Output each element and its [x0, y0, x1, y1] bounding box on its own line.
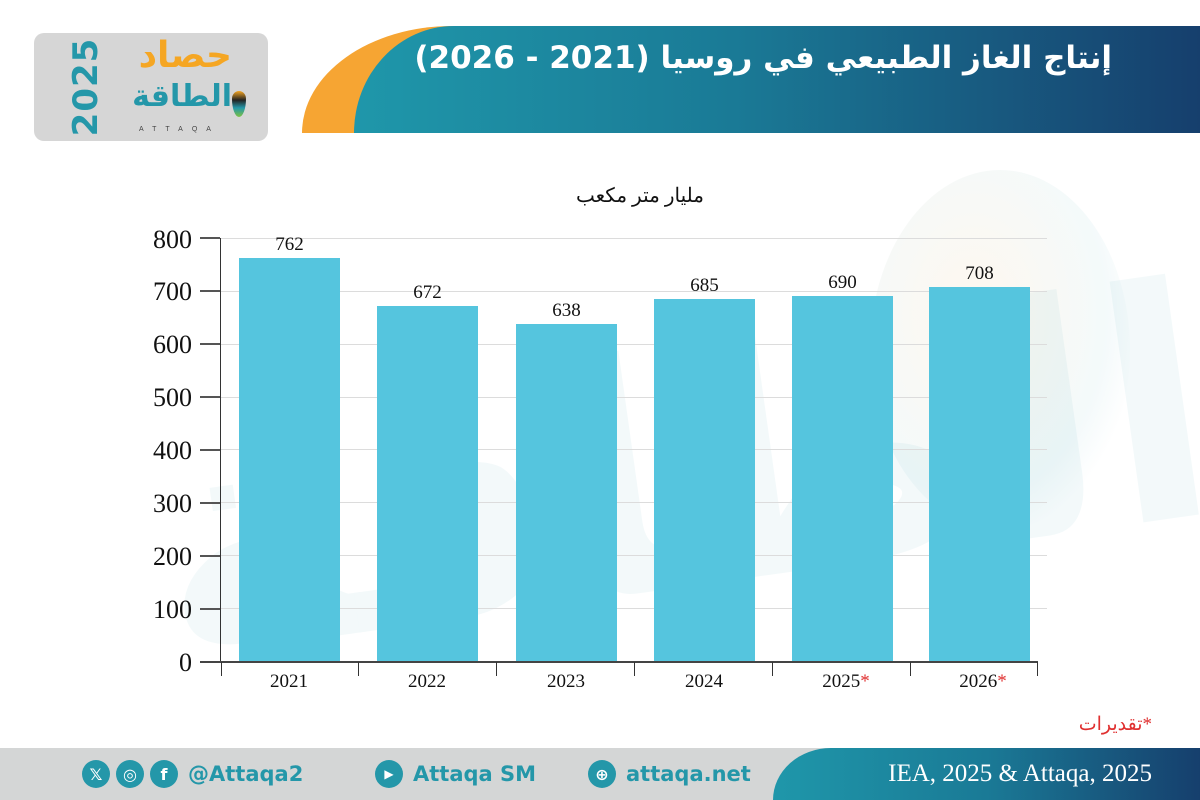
instagram-icon[interactable]: ◎	[116, 760, 144, 788]
y-tick	[200, 608, 220, 610]
logo: 2025 حصاد الطاقة ATTAQA	[34, 33, 268, 141]
y-tick	[200, 449, 220, 451]
bar-2024	[654, 298, 755, 661]
gridline-200	[221, 555, 1047, 556]
footer-source-panel	[773, 748, 1200, 800]
y-tick	[200, 343, 220, 345]
social-handle-link[interactable]: @Attaqa2	[188, 762, 304, 786]
bar-value-label: 672	[413, 281, 442, 303]
x-twitter-icon[interactable]: 𝕏	[82, 760, 110, 788]
bar-2021	[239, 258, 340, 661]
x-tick-label: 2026*	[959, 671, 1007, 692]
y-tick	[200, 396, 220, 398]
y-axis	[220, 238, 221, 662]
y-tick-label: 100	[153, 595, 192, 624]
bar-2025	[792, 296, 893, 661]
gridline-600	[221, 344, 1047, 345]
estimates-note: *تقديرات	[1078, 714, 1152, 735]
x-tick-label: 2024	[685, 671, 723, 692]
y-tick	[200, 290, 220, 292]
logo-line2: الطاقة	[132, 79, 232, 114]
x-tick	[358, 662, 359, 676]
y-tick	[200, 502, 220, 504]
y-axis-unit-label: مليار متر مكعب	[576, 185, 704, 207]
bar-value-label: 708	[965, 262, 994, 284]
x-tick-label: 2025*	[822, 671, 870, 692]
bar-value-label: 690	[828, 272, 857, 294]
x-tick	[910, 662, 911, 676]
y-tick-label: 500	[153, 383, 192, 412]
y-tick-label: 0	[179, 648, 192, 677]
gridline-800	[221, 238, 1047, 239]
x-tick	[221, 662, 222, 676]
gridline-700	[221, 291, 1047, 292]
gridline-300	[221, 502, 1047, 503]
y-tick-label: 200	[153, 542, 192, 571]
bar-value-label: 638	[552, 299, 581, 321]
logo-line1: حصاد	[138, 35, 232, 76]
y-tick-label: 600	[153, 330, 192, 359]
y-tick	[200, 555, 220, 557]
bar-2026	[929, 286, 1030, 661]
x-tick	[496, 662, 497, 676]
x-tick-label: 2022	[408, 671, 446, 692]
page-title: إنتاج الغاز الطبيعي في روسيا (2021 - 202…	[414, 40, 1112, 76]
gridline-500	[221, 397, 1047, 398]
bar-value-label: 685	[690, 274, 719, 296]
social-handles: 𝕏 ◎ f @Attaqa2	[82, 760, 303, 788]
drop-icon	[232, 91, 246, 117]
y-tick-label: 300	[153, 489, 192, 518]
youtube-icon[interactable]: ▶	[375, 760, 403, 788]
gridline-400	[221, 449, 1047, 450]
bar-2022	[377, 305, 478, 661]
y-tick-label: 800	[153, 225, 192, 254]
source-text: IEA, 2025 & Attaqa, 2025	[888, 760, 1152, 787]
x-tick	[1037, 662, 1038, 676]
y-tick-label: 400	[153, 436, 192, 465]
website: ⊕ attaqa.net	[588, 760, 751, 788]
facebook-icon[interactable]: f	[150, 760, 178, 788]
gridline-100	[221, 608, 1047, 609]
bar-2023	[516, 323, 617, 661]
x-tick-label: 2021	[270, 671, 308, 692]
x-axis	[200, 661, 1038, 663]
y-tick-label: 700	[153, 277, 192, 306]
x-tick	[634, 662, 635, 676]
header-banner	[354, 26, 1200, 133]
x-tick	[772, 662, 773, 676]
x-tick-label: 2023	[547, 671, 585, 692]
website-link[interactable]: attaqa.net	[626, 762, 751, 786]
globe-icon[interactable]: ⊕	[588, 760, 616, 788]
youtube-channel: ▶ Attaqa SM	[375, 760, 536, 788]
y-tick	[200, 237, 220, 239]
logo-subtitle: ATTAQA	[139, 126, 220, 133]
youtube-link[interactable]: Attaqa SM	[413, 762, 537, 786]
bar-value-label: 762	[275, 234, 304, 256]
